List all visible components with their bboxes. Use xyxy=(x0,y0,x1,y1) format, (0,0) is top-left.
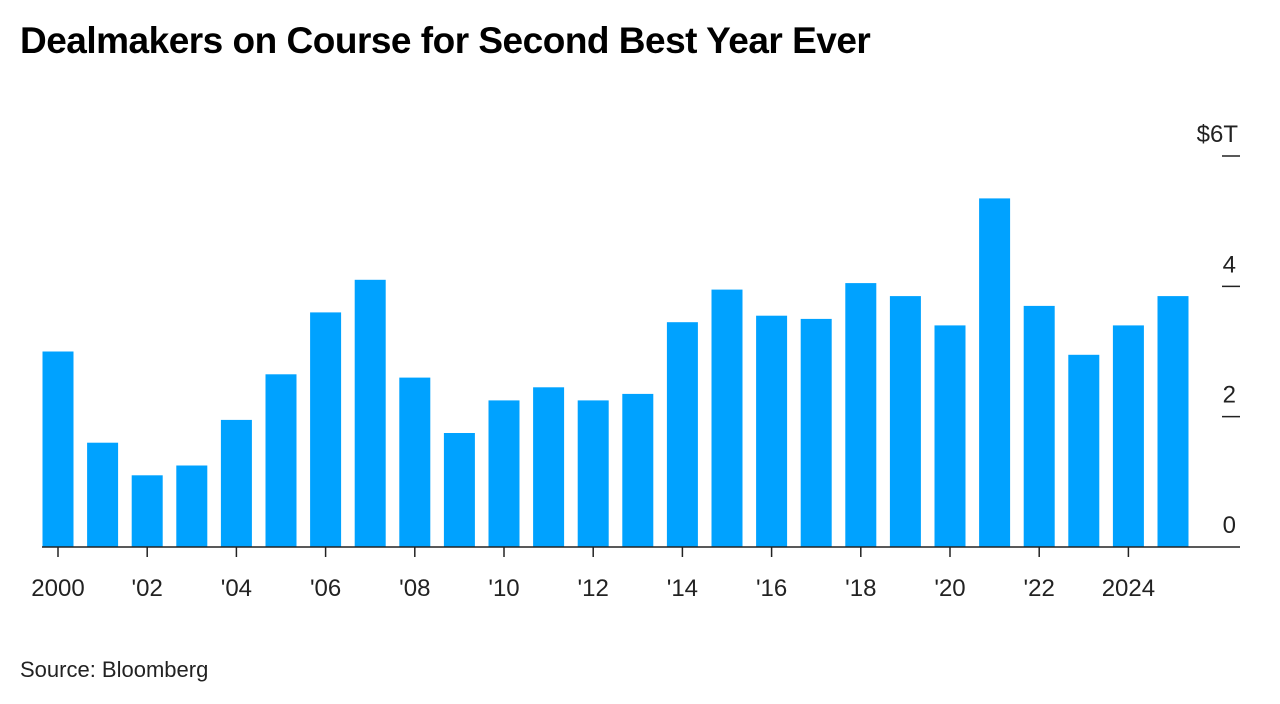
bar-2009 xyxy=(443,433,475,547)
x-tick-label-2002: '02 xyxy=(132,575,163,602)
bar-2013 xyxy=(622,393,654,547)
x-tick-label-2018: '18 xyxy=(845,575,876,602)
bar-2010 xyxy=(488,400,520,547)
x-tick-label-2000: 2000 xyxy=(31,575,84,602)
bar-2021 xyxy=(979,198,1011,547)
bar-2012 xyxy=(577,400,609,547)
x-tick-label-2004: '04 xyxy=(221,575,252,602)
bar-2007 xyxy=(354,279,386,547)
x-tick-label-2012: '12 xyxy=(578,575,609,602)
y-tick-label-2: 2 xyxy=(1223,382,1236,409)
bar-2020 xyxy=(934,325,966,547)
bars-group xyxy=(42,198,1189,547)
bar-2024 xyxy=(1112,325,1144,547)
bar-2019 xyxy=(889,296,921,547)
x-tick-label-2008: '08 xyxy=(399,575,430,602)
bar-2003 xyxy=(176,465,208,547)
bar-2023 xyxy=(1068,354,1100,547)
x-tick-label-2022: '22 xyxy=(1024,575,1055,602)
x-tick-label-2006: '06 xyxy=(310,575,341,602)
bar-2004 xyxy=(220,419,252,547)
bar-2017 xyxy=(800,318,832,547)
y-tick-label-0: 0 xyxy=(1223,512,1236,539)
x-tick-label-2020: '20 xyxy=(934,575,965,602)
bar-2002 xyxy=(131,475,163,547)
bar-2011 xyxy=(533,387,565,547)
y-tick-label-6: $6T xyxy=(1197,121,1239,148)
bar-2014 xyxy=(666,322,698,547)
x-tick-label-2016: '16 xyxy=(756,575,787,602)
x-tick-label-2024: 2024 xyxy=(1102,575,1155,602)
y-axis: 0 2 4 $6T xyxy=(1197,121,1240,539)
x-tick-label-2014: '14 xyxy=(667,575,698,602)
bar-2008 xyxy=(399,377,431,547)
bar-2022 xyxy=(1023,305,1055,547)
chart-title: Dealmakers on Course for Second Best Yea… xyxy=(20,20,871,61)
bar-2005 xyxy=(265,374,297,547)
bar-2015 xyxy=(711,289,743,547)
source-note: Source: Bloomberg xyxy=(20,657,209,682)
bar-2001 xyxy=(87,442,119,547)
bar-2006 xyxy=(310,312,342,547)
x-tick-label-2010: '10 xyxy=(488,575,519,602)
x-axis: 2000 '02 '04 '06 '08 '10 '12 '14 '16 '18 '20 '22 202… xyxy=(31,546,1240,602)
bar-2000 xyxy=(42,351,74,547)
bar-2018 xyxy=(845,283,877,547)
y-tick-label-4: 4 xyxy=(1223,251,1236,278)
bar-2025 xyxy=(1157,296,1189,547)
bar-2016 xyxy=(756,315,788,547)
